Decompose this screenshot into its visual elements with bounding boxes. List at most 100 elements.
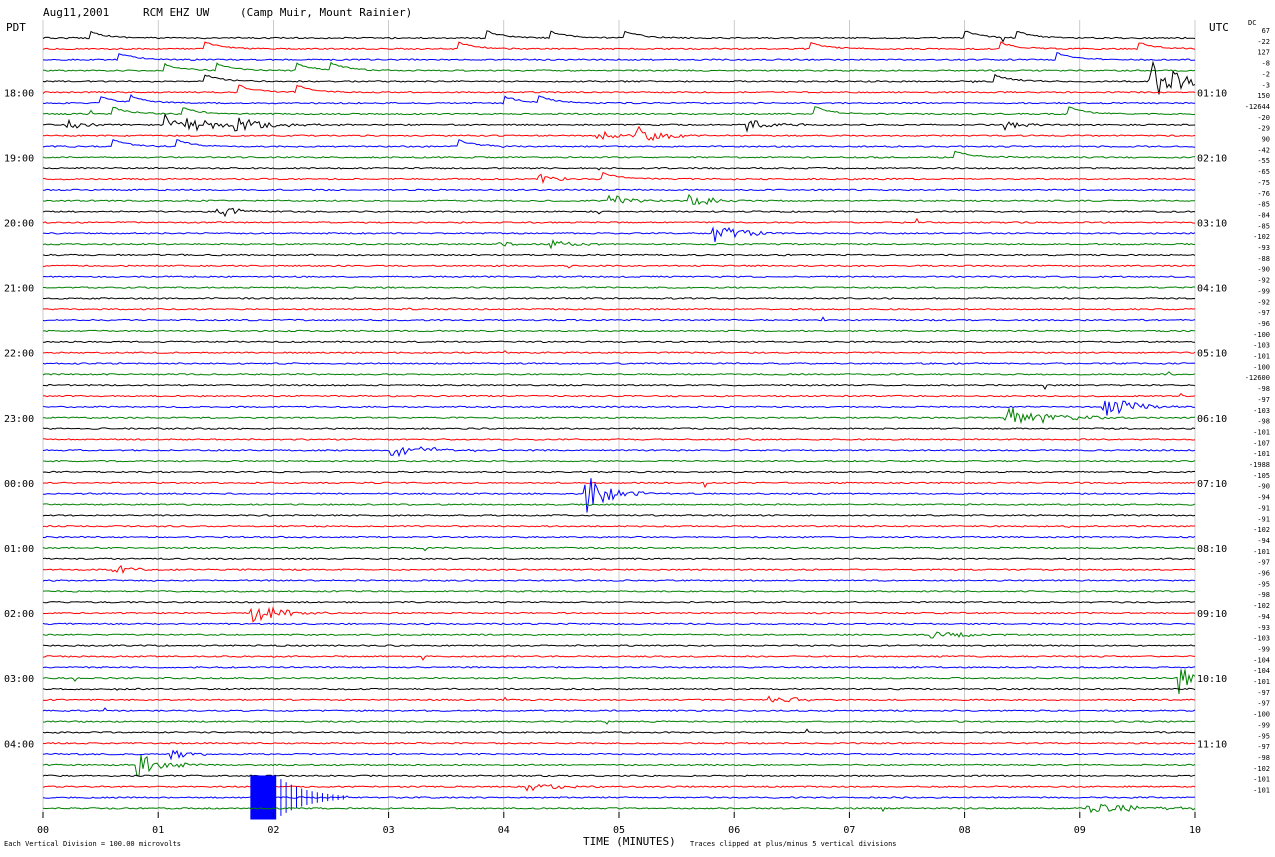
dc-offset-value: -29: [1257, 125, 1270, 133]
trace-row: [42, 383, 1196, 391]
trace-row: [43, 286, 1196, 289]
dc-offset-value: -102: [1253, 602, 1270, 610]
trace-row: [42, 207, 1196, 218]
utc-hour-label: 06:10: [1197, 414, 1227, 425]
trace-row: [42, 297, 1196, 300]
utc-hour-label: 11:10: [1197, 739, 1227, 750]
trace-row: [42, 459, 1196, 463]
dc-offset-value: -95: [1257, 580, 1270, 588]
dc-offset-value: -92: [1257, 277, 1270, 285]
dc-offset-value: -90: [1257, 483, 1270, 491]
trace-row: [42, 427, 1196, 430]
dc-offset-value: -3: [1262, 81, 1270, 89]
dc-offset-value: -100: [1253, 331, 1270, 339]
utc-hour-label: 05:10: [1197, 349, 1227, 360]
dc-offset-value: -55: [1257, 157, 1270, 165]
dc-offset-value: -94: [1257, 537, 1270, 545]
trace-row: [42, 438, 1196, 441]
dc-offset-value: -20: [1257, 114, 1270, 122]
trace-row: [42, 371, 1196, 376]
dc-offset-value: -102: [1253, 765, 1270, 773]
dc-offset-value: -103: [1253, 635, 1270, 643]
dc-offset-value: -93: [1257, 624, 1270, 632]
trace-row: [42, 749, 1196, 761]
left-timezone: PDT: [6, 21, 26, 34]
dc-offset-column: 67 -22 127 -8 -2 -3 150 -12644 -20 -29 90 -42 -55 -65…: [1245, 27, 1270, 795]
trace-row: [42, 503, 1196, 506]
dc-offset-value: -97: [1257, 396, 1270, 404]
minute-gridlines: [42, 20, 1196, 812]
x-tick-label: 10: [1189, 825, 1201, 836]
dc-offset-value: -12644: [1245, 103, 1270, 111]
trace-row: [42, 238, 1196, 250]
station-code: RCM EHZ UW: [143, 6, 210, 19]
dc-offset-value: -94: [1257, 613, 1270, 621]
dc-offset-value: -101: [1253, 678, 1270, 686]
utc-hour-label: 04:10: [1197, 284, 1227, 295]
trace-row: [42, 188, 1196, 192]
trace-row: [42, 644, 1196, 647]
utc-hour-label: 03:10: [1197, 218, 1227, 229]
trace-row: [42, 728, 1196, 734]
pdt-hour-label: 02:00: [4, 609, 34, 620]
trace-row: [42, 579, 1196, 582]
trace-row: [42, 695, 1196, 703]
trace-row: [42, 392, 1196, 398]
record-date: Aug11,2001: [43, 6, 109, 19]
left-hour-labels: 18:00 19:00 20:00 21:00 22:00 23:00 00:00 01:00…: [4, 88, 34, 750]
x-tick-label: 01: [152, 825, 164, 836]
dc-offset-value: -101: [1253, 428, 1270, 436]
trace-row: [42, 546, 1195, 552]
dc-offset-value: -92: [1257, 298, 1270, 306]
x-axis-ticks: 00 01 02 03 04 05 06 07 08 09 10: [37, 812, 1201, 836]
utc-hour-label: 09:10: [1197, 609, 1227, 620]
dc-offset-value: -22: [1257, 38, 1270, 46]
utc-hour-label: 02:10: [1197, 153, 1227, 164]
dc-offset-value: -1988: [1249, 461, 1270, 469]
trace-row: [42, 631, 1196, 639]
trace-row: [42, 446, 1196, 458]
trace-row: [42, 329, 1196, 333]
dc-offset-value: -104: [1253, 656, 1270, 664]
dc-offset-value: -96: [1257, 570, 1270, 578]
dc-offset-value: 67: [1262, 27, 1270, 35]
x-tick-label: 03: [383, 825, 395, 836]
dc-offset-value: -98: [1257, 591, 1270, 599]
dc-offset-value: -98: [1257, 754, 1270, 762]
trace-row: [43, 340, 1196, 344]
dc-offset-value: -42: [1257, 146, 1270, 154]
x-tick-label: 00: [37, 825, 49, 836]
dc-offset-value: -93: [1257, 244, 1270, 252]
trace-row: [42, 687, 1196, 691]
right-hour-labels: 01:10 02:10 03:10 04:10 05:10 06:10 07:10 08:10…: [1197, 88, 1227, 750]
utc-hour-label: 07:10: [1197, 479, 1227, 490]
trace-row: [42, 264, 1196, 269]
trace-row: [42, 60, 1196, 95]
dc-offset-value: -97: [1257, 700, 1270, 708]
trace-row: [42, 166, 1196, 171]
clip-note: Traces clipped at plus/minus 5 vertical …: [690, 840, 897, 848]
trace-row: [42, 217, 1195, 224]
dc-offset-value: -99: [1257, 721, 1270, 729]
trace-row: [42, 774, 1196, 778]
trace-row: [42, 655, 1196, 661]
trace-row: [42, 51, 1196, 62]
trace-row: [42, 478, 1196, 513]
dc-offset-value: -97: [1257, 689, 1270, 697]
dc-offset-value: -97: [1257, 743, 1270, 751]
dc-offset-value: -103: [1253, 342, 1270, 350]
dc-offset-value: 150: [1257, 92, 1270, 100]
trace-row: [42, 125, 1196, 142]
dc-offset-value: -12600: [1245, 374, 1270, 382]
dc-offset-value: -98: [1257, 418, 1270, 426]
dc-offset-value: 127: [1257, 49, 1270, 57]
trace-row: [42, 514, 1196, 517]
right-timezone: UTC: [1209, 21, 1229, 34]
trace-row: [42, 707, 1196, 712]
trace-row: [42, 226, 1196, 242]
trace-row: [42, 316, 1196, 322]
trace-row: [42, 171, 1196, 185]
trace-row: [42, 41, 1196, 51]
dc-offset-value: -88: [1257, 255, 1270, 263]
